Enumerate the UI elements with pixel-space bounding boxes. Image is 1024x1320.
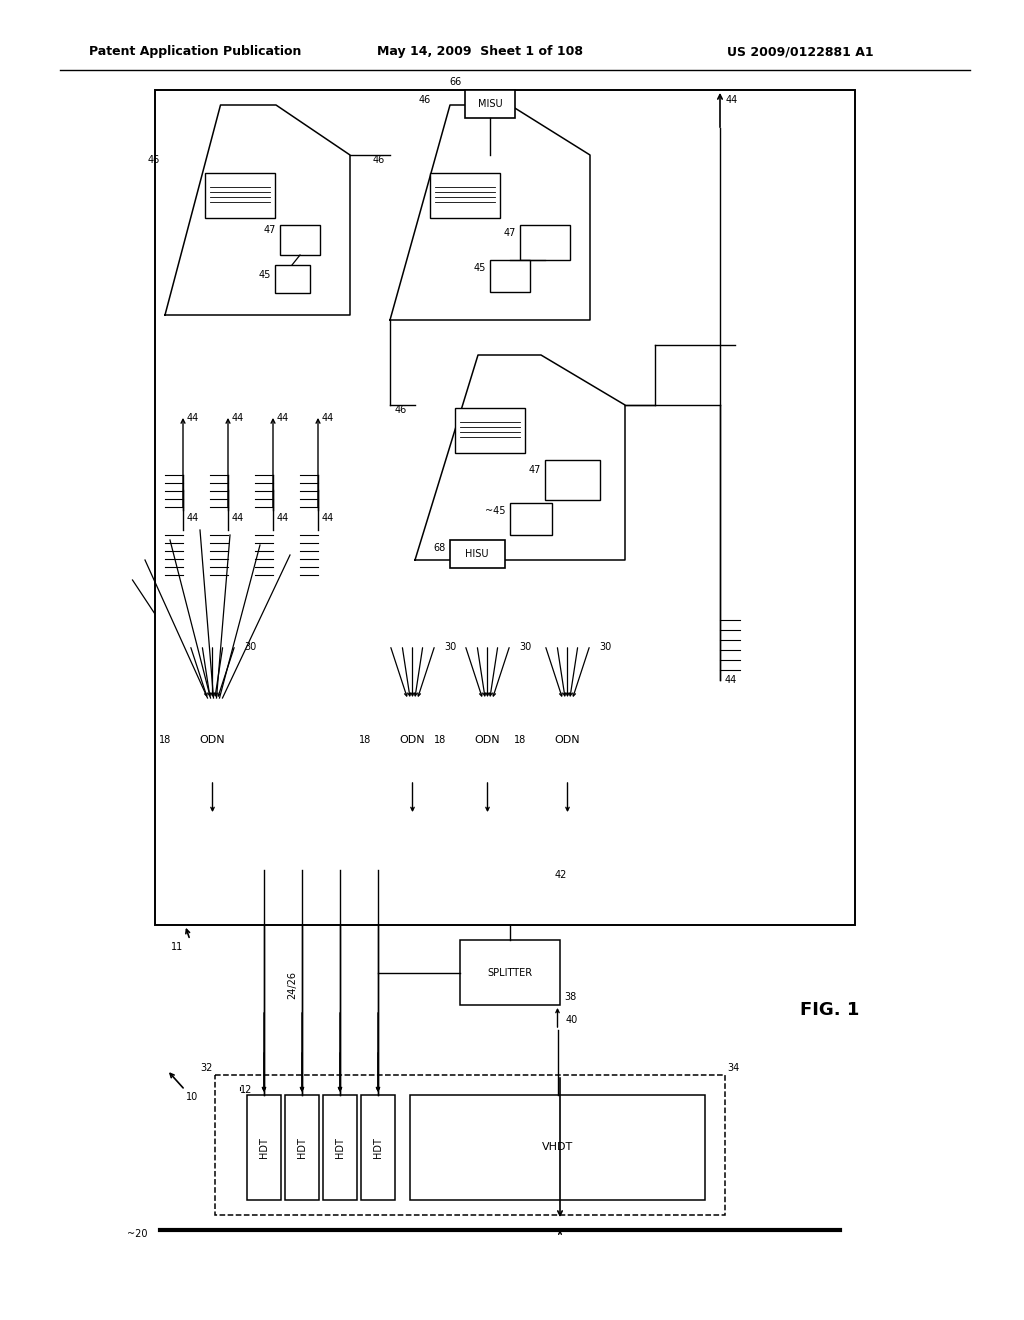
Text: 30: 30 bbox=[599, 642, 611, 652]
Text: 45: 45 bbox=[259, 271, 271, 280]
Ellipse shape bbox=[180, 649, 245, 680]
Text: ODN: ODN bbox=[475, 735, 501, 744]
Text: MISU: MISU bbox=[477, 99, 503, 110]
Text: 44: 44 bbox=[322, 513, 334, 523]
Text: 44: 44 bbox=[278, 413, 289, 422]
Bar bbox=[520, 224, 570, 260]
Bar bbox=[430, 173, 500, 218]
Bar bbox=[410, 1096, 705, 1200]
Text: 24/26: 24/26 bbox=[287, 972, 297, 999]
Text: 44: 44 bbox=[322, 413, 334, 422]
Ellipse shape bbox=[380, 649, 445, 680]
Text: 40: 40 bbox=[565, 1015, 578, 1026]
Bar bbox=[155, 90, 855, 925]
Text: 47: 47 bbox=[528, 465, 541, 475]
Text: 18: 18 bbox=[159, 735, 171, 744]
Text: ODN: ODN bbox=[200, 735, 225, 744]
Text: FIG. 1: FIG. 1 bbox=[801, 1001, 860, 1019]
Text: 44: 44 bbox=[232, 513, 245, 523]
Bar bbox=[450, 700, 525, 780]
Text: 18: 18 bbox=[358, 735, 371, 744]
Text: HDT: HDT bbox=[335, 1137, 345, 1158]
Text: 30: 30 bbox=[519, 642, 531, 652]
Bar bbox=[285, 1096, 319, 1200]
Bar bbox=[375, 700, 450, 780]
Text: Patent Application Publication: Patent Application Publication bbox=[89, 45, 301, 58]
Text: 45: 45 bbox=[474, 263, 486, 273]
Text: 18: 18 bbox=[434, 735, 446, 744]
Bar bbox=[361, 1096, 395, 1200]
Text: 68: 68 bbox=[434, 543, 446, 553]
Text: 46: 46 bbox=[394, 405, 407, 414]
Text: 42: 42 bbox=[555, 870, 567, 880]
Text: 44: 44 bbox=[232, 413, 245, 422]
Text: SPLITTER: SPLITTER bbox=[487, 968, 532, 978]
Text: ODN: ODN bbox=[555, 735, 581, 744]
Bar bbox=[545, 459, 600, 500]
Bar bbox=[490, 260, 530, 292]
Text: ODN: ODN bbox=[399, 735, 425, 744]
Text: ~45: ~45 bbox=[485, 506, 506, 516]
Text: 46: 46 bbox=[147, 154, 160, 165]
Text: 32: 32 bbox=[201, 1063, 213, 1073]
Text: 38: 38 bbox=[564, 993, 577, 1002]
Text: 12: 12 bbox=[240, 1085, 252, 1096]
Bar bbox=[460, 940, 560, 1005]
Bar bbox=[450, 540, 505, 568]
Bar bbox=[275, 265, 310, 293]
Text: VHDT: VHDT bbox=[542, 1143, 573, 1152]
Text: HDT: HDT bbox=[373, 1137, 383, 1158]
Text: May 14, 2009  Sheet 1 of 108: May 14, 2009 Sheet 1 of 108 bbox=[377, 45, 583, 58]
Text: 44: 44 bbox=[725, 675, 737, 685]
Text: 34: 34 bbox=[727, 1063, 739, 1073]
Text: 47: 47 bbox=[504, 228, 516, 238]
Text: 46: 46 bbox=[373, 154, 385, 165]
Text: 18: 18 bbox=[514, 735, 526, 744]
Text: 47: 47 bbox=[263, 224, 276, 235]
Text: HDT: HDT bbox=[297, 1137, 307, 1158]
Bar bbox=[280, 224, 319, 255]
Text: ~20: ~20 bbox=[128, 1229, 148, 1239]
Bar bbox=[205, 173, 275, 218]
Bar bbox=[465, 90, 515, 117]
Text: 11: 11 bbox=[171, 942, 183, 952]
Text: 44: 44 bbox=[187, 513, 200, 523]
Bar bbox=[175, 700, 250, 780]
Text: HDT: HDT bbox=[259, 1137, 269, 1158]
Text: 44: 44 bbox=[187, 413, 200, 422]
Bar bbox=[530, 700, 605, 780]
Bar bbox=[323, 1096, 357, 1200]
Ellipse shape bbox=[455, 649, 520, 680]
Bar bbox=[510, 503, 552, 535]
Bar bbox=[247, 1096, 281, 1200]
Text: 10: 10 bbox=[186, 1092, 198, 1102]
Text: US 2009/0122881 A1: US 2009/0122881 A1 bbox=[727, 45, 873, 58]
Text: 46: 46 bbox=[419, 95, 431, 106]
Text: 30: 30 bbox=[444, 642, 457, 652]
Bar bbox=[455, 408, 525, 453]
Bar bbox=[215, 1074, 725, 1214]
Text: 44: 44 bbox=[278, 513, 289, 523]
Text: 66: 66 bbox=[450, 77, 462, 87]
Text: HISU: HISU bbox=[465, 549, 488, 558]
Text: 44: 44 bbox=[726, 95, 738, 106]
Text: 30: 30 bbox=[245, 642, 257, 652]
Ellipse shape bbox=[535, 649, 600, 680]
